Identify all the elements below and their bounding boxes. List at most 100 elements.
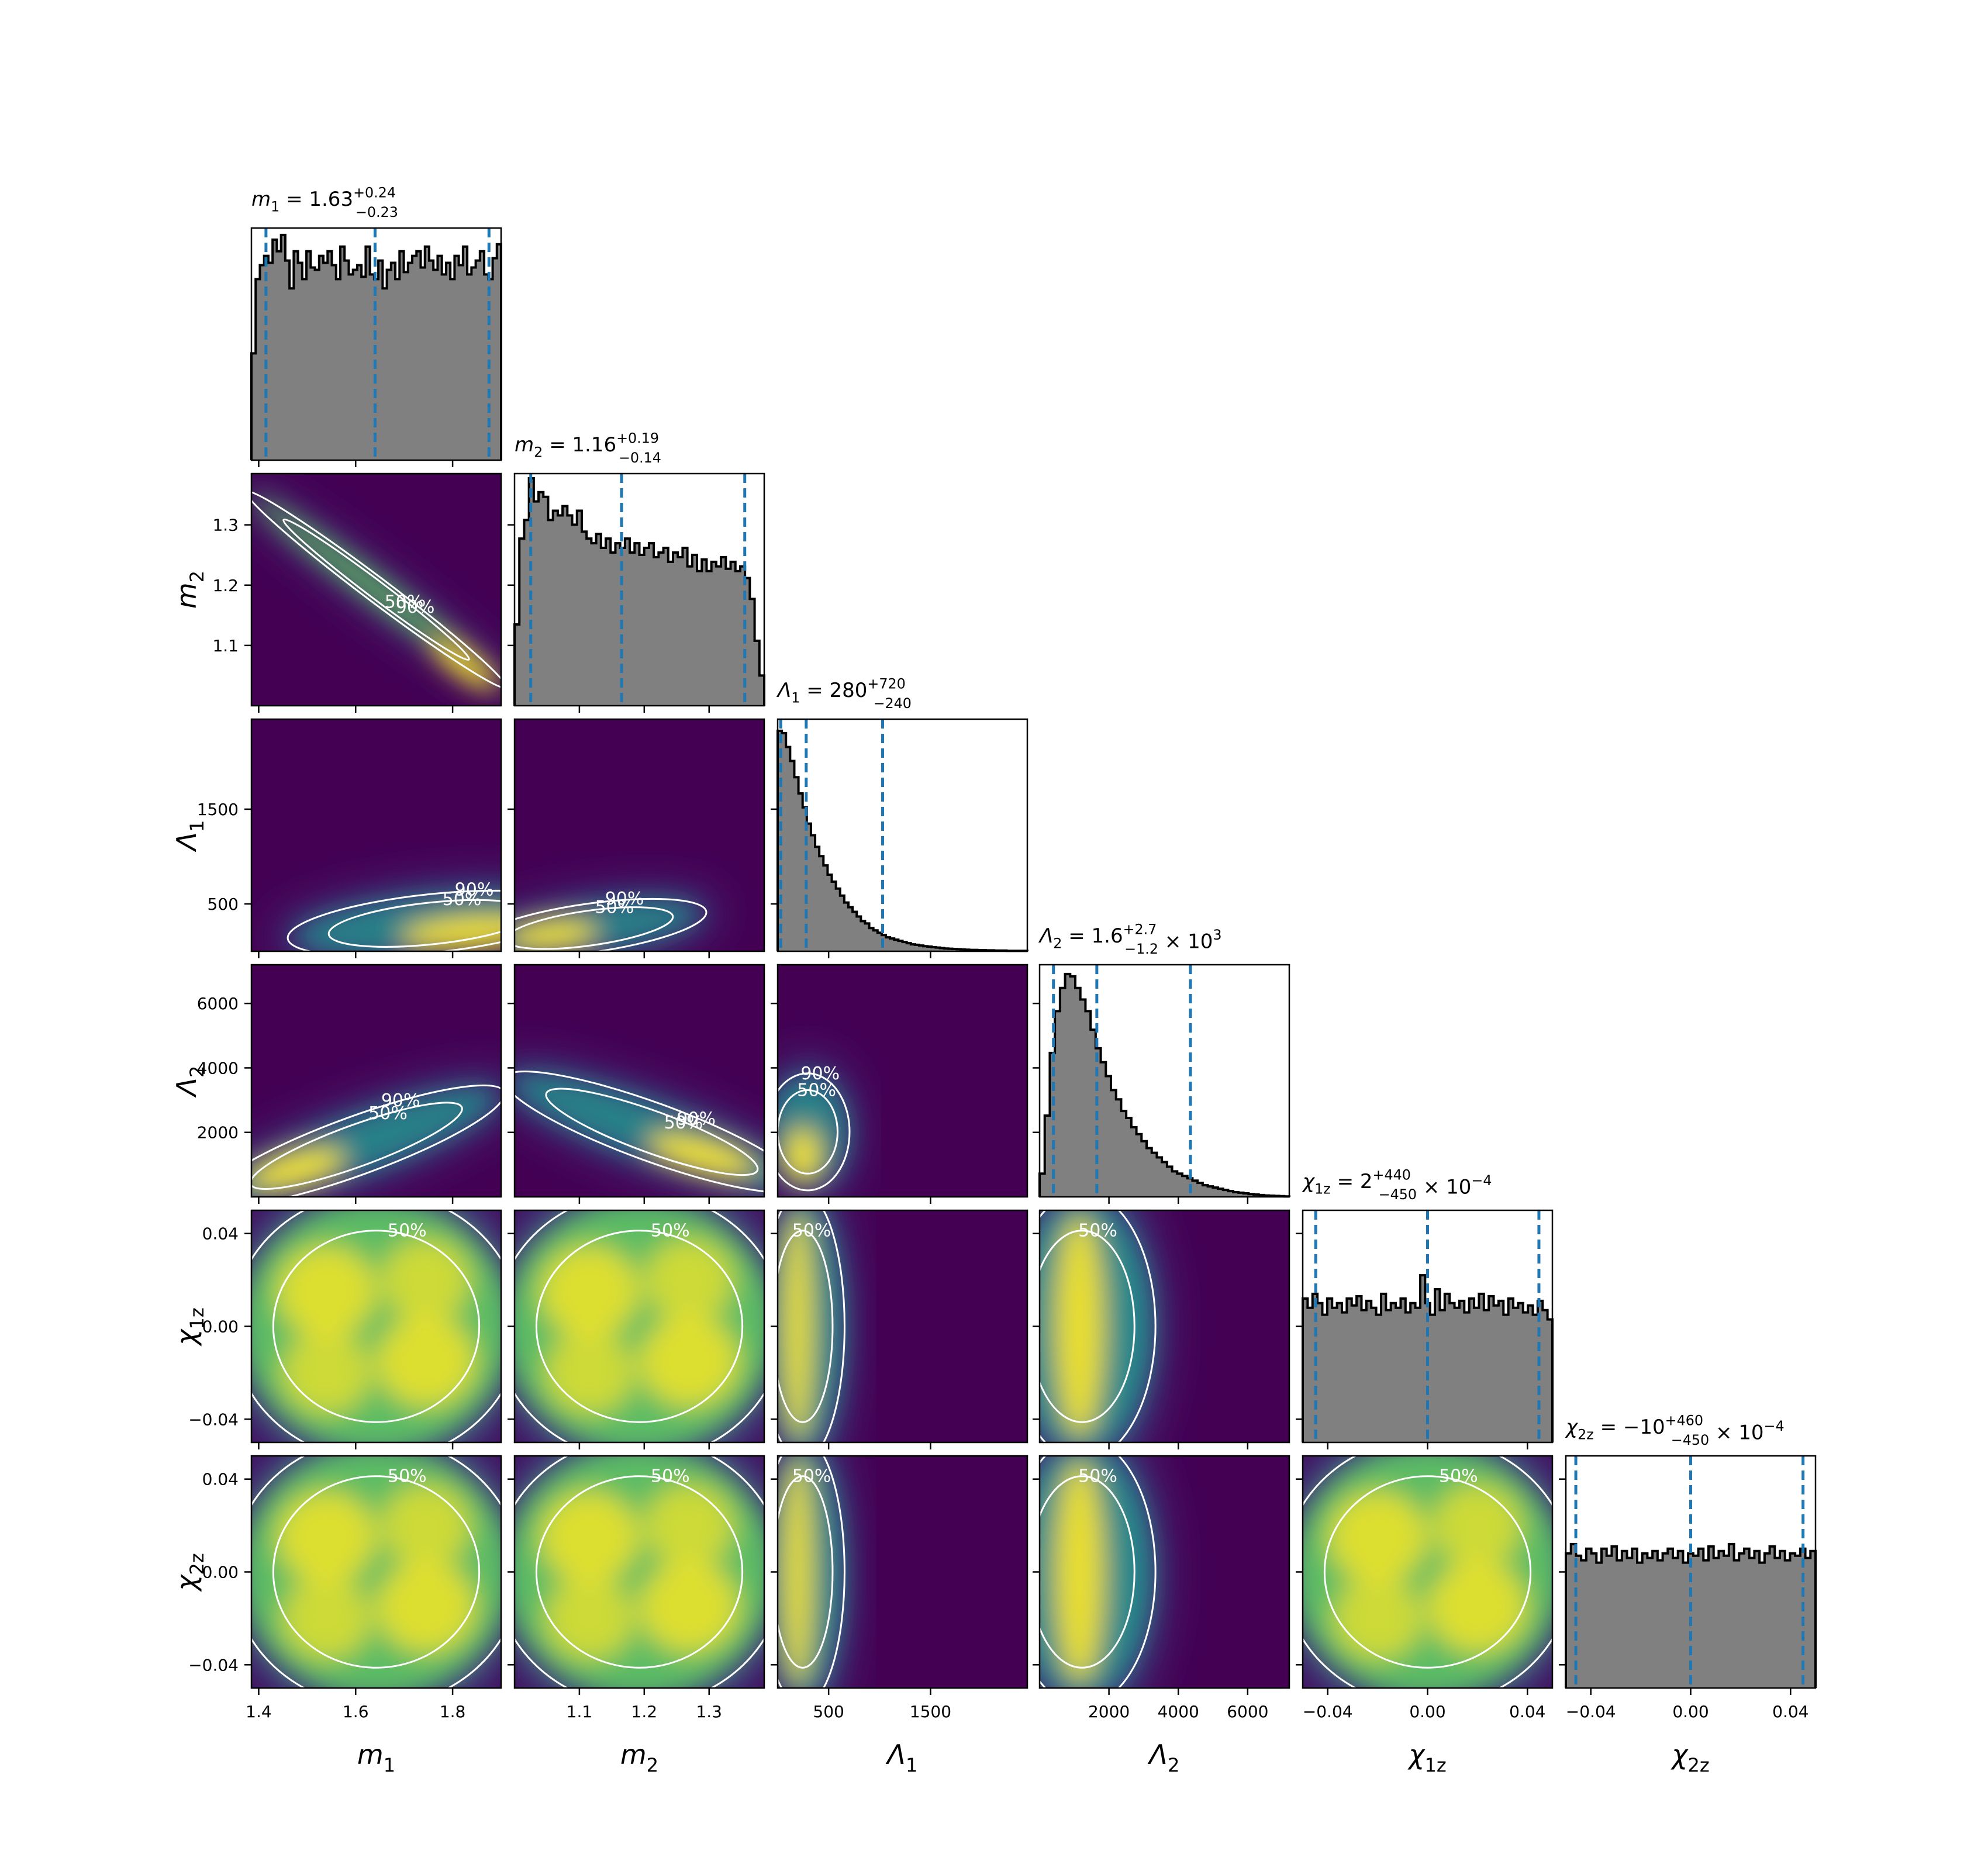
panel-frame <box>513 718 765 952</box>
density-panel-chi1z-vs-L1: 50%90% <box>776 1209 1028 1444</box>
contour-90% <box>778 1456 845 1688</box>
contour-label: 50% <box>792 1466 831 1487</box>
x-tick-label-chi2z: 0.00 <box>1672 1702 1709 1721</box>
contour-label: 90% <box>800 1064 840 1084</box>
panel-frame <box>250 472 502 707</box>
title-chi1z: χ1z = 2+440 −450 × 10−4 <box>1302 1167 1492 1203</box>
x-axis-label-L1: Λ1 <box>886 1739 918 1776</box>
contour-label: 90% <box>677 1109 716 1129</box>
density-blob <box>281 1576 371 1661</box>
panel-frame <box>513 964 765 1198</box>
hist-panel-L1: Λ1 = 280+720 −240 <box>776 676 1028 952</box>
hist-step-chi2z <box>1565 1542 1817 1688</box>
panel-frame <box>776 964 1028 1198</box>
ticks-3-2 <box>771 1002 931 1204</box>
ticks-2-2 <box>771 808 931 958</box>
contour-90% <box>778 1210 845 1442</box>
density-blob <box>376 1560 477 1653</box>
y-tick-label-m2: 1.3 <box>212 516 239 535</box>
contour-label: 90% <box>455 880 494 900</box>
y-tick-label-m2: 1.2 <box>212 576 239 595</box>
density-blob <box>376 1314 477 1408</box>
contour-label: 50% <box>651 1466 690 1487</box>
x-axis-chi1z: −0.04 0.00 0.04 χ1z <box>1303 1702 1546 1776</box>
contour-label: 50% <box>797 1080 836 1100</box>
x-tick-label-m1: 1.8 <box>440 1702 466 1721</box>
density-blob <box>276 1245 377 1338</box>
ticks-3-1 <box>508 1002 710 1204</box>
density-blob <box>544 1331 634 1415</box>
ticks-4-4 <box>1296 1233 1528 1449</box>
density-blob <box>644 1483 734 1568</box>
x-tick-label-L2: 6000 <box>1227 1702 1268 1721</box>
density-blob <box>251 1148 345 1190</box>
contour-50% <box>282 518 470 661</box>
ticks-5-4 <box>1296 1478 1528 1695</box>
title-chi2z: χ2z = −10+460 −450 × 10−4 <box>1565 1413 1785 1448</box>
density-panel-chi2z-vs-chi1z: 50%90% <box>1302 1455 1554 1689</box>
y-tick-label-L2: 4000 <box>197 1058 239 1078</box>
x-tick-label-chi1z: 0.00 <box>1409 1702 1445 1721</box>
ticks-1-0: 1.1 1.2 1.3 <box>212 516 454 713</box>
density-panel-chi2z-vs-L2: 50%90% <box>1038 1455 1290 1689</box>
contour-label: 50% <box>1078 1466 1117 1487</box>
x-tick-label-m2: 1.2 <box>631 1702 658 1721</box>
x-tick-label-L2: 2000 <box>1088 1702 1130 1721</box>
density-blob <box>281 1331 371 1415</box>
contour-label: 50% <box>1078 1221 1117 1241</box>
panel-frame <box>250 964 502 1198</box>
contour-label: 50% <box>368 1103 408 1124</box>
density-panel-chi2z-vs-L1: 50%90% <box>776 1455 1028 1689</box>
density-panel-chi1z-vs-m2: 50%90% <box>513 1209 765 1444</box>
x-axis-m1: 1.4 1.6 1.8 m1 <box>246 1702 465 1776</box>
y-tick-label-L1: 1500 <box>197 800 239 819</box>
ticks-2-0: 500 1500 <box>197 800 454 958</box>
panels-layer: m1 = 1.63+0.24 −0.23 m2 = 1.16+0.19 −0.14 Λ1… <box>171 185 1817 1776</box>
contour-90% <box>778 1072 851 1192</box>
contour-50% <box>535 1230 744 1423</box>
ticks-3-3 <box>1033 1002 1249 1204</box>
contour-90% <box>1040 1210 1157 1442</box>
title-L2: Λ2 = 1.6+2.7 −1.2 × 103 <box>1038 921 1221 957</box>
density-blob <box>1427 1560 1528 1653</box>
contour-50% <box>251 1102 463 1190</box>
contour-50% <box>327 899 501 948</box>
density-blob <box>515 920 597 950</box>
contour-90% <box>1040 1456 1157 1688</box>
density-panel-chi2z-vs-m2: 50%90% <box>513 1455 765 1689</box>
ticks-3-0: 2000 4000 6000 <box>197 994 454 1204</box>
ticks-0-0 <box>258 460 454 467</box>
density-blob <box>1054 1460 1105 1684</box>
y-axis-chi2z: χ2z <box>171 1553 208 1593</box>
density-blob <box>252 496 501 683</box>
density-panel-L2-vs-m2: 50%90% <box>513 964 765 1198</box>
ticks-5-1 <box>508 1478 710 1695</box>
y-tick-label-chi2z: 0.04 <box>202 1470 239 1489</box>
density-panel-L1-vs-m1: 50%90% <box>250 718 502 952</box>
contour-50% <box>778 1230 834 1423</box>
contour-label: 50% <box>664 1113 703 1133</box>
contour-50% <box>272 1230 481 1423</box>
density-blob <box>381 1483 471 1568</box>
density-blob <box>251 1456 501 1688</box>
hist-panel-chi2z: χ2z = −10+460 −450 × 10−4 <box>1565 1413 1817 1689</box>
y-tick-label-chi2z: 0.00 <box>202 1563 239 1582</box>
x-tick-label-L1: 500 <box>813 1702 844 1721</box>
x-axis-L2: 2000 4000 6000 Λ2 <box>1088 1702 1268 1776</box>
x-axis-L1: 500 1500 Λ1 <box>813 1702 951 1776</box>
density-blob <box>782 1456 813 1688</box>
contour-50% <box>778 1475 834 1669</box>
contour-90% <box>251 490 501 689</box>
ticks-5-0: −0.04 0.00 0.04 <box>188 1470 454 1695</box>
title-m1: m1 = 1.63+0.24 −0.23 <box>251 185 398 220</box>
hist-step-L1 <box>776 729 1028 952</box>
hist-frame-L2 <box>1038 964 1290 1198</box>
x-tick-label-m2: 1.3 <box>696 1702 722 1721</box>
ticks-5-2 <box>771 1478 931 1695</box>
density-panel-chi1z-vs-L2: 50%90% <box>1038 1209 1290 1444</box>
density-blob <box>515 1456 764 1688</box>
density-blob <box>1433 1483 1523 1568</box>
density-blob <box>544 1576 634 1661</box>
contour-50% <box>1040 1230 1135 1423</box>
